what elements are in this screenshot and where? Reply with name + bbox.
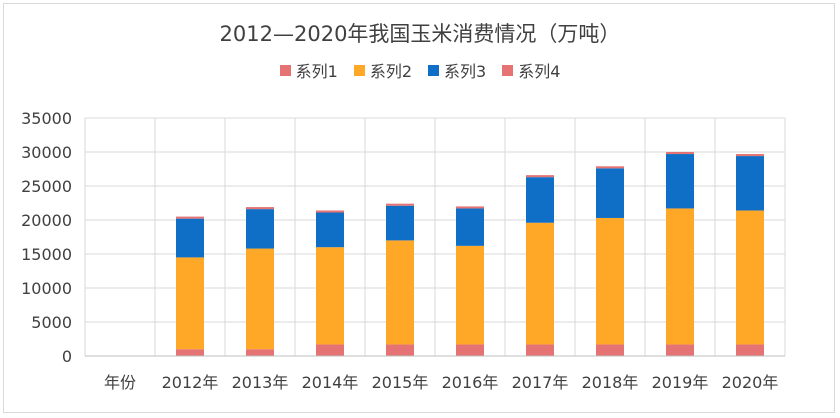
bar-segment [736,156,764,211]
x-tick-label: 年份 [104,373,136,392]
bar-segment [526,177,554,223]
y-tick-label: 30000 [21,143,72,162]
bar-segment [666,154,694,209]
y-tick-label: 25000 [21,177,72,196]
bar-segment [176,349,204,356]
bar-segment [736,344,764,356]
bar-segment [526,344,554,356]
x-tick-label: 2013年 [232,373,289,392]
chart-title: 2012—2020年我国玉米消费情况（万吨） [219,22,621,46]
bar-segment [246,209,274,249]
x-tick-label: 2019年 [652,373,709,392]
y-tick-label: 35000 [21,109,72,128]
y-tick-label: 20000 [21,211,72,230]
bar-segment [596,168,624,218]
bar-cap [736,154,764,157]
legend-swatch [428,64,439,76]
x-tick-label: 2012年 [162,373,219,392]
bar-segment [666,208,694,345]
x-tick-label: 2014年 [302,373,359,392]
bar-cap [316,210,344,213]
chart-frame [3,3,835,413]
bar-cap [176,216,204,219]
bar-segment [246,349,274,356]
legend-item: 系列3 [428,58,486,82]
bar-segment [526,222,554,345]
legend: 系列1 系列2 系列3 系列4 [0,58,840,82]
bar-cap [456,206,484,209]
bar-segment [316,212,344,248]
bar-segment [666,344,694,356]
y-tick-label: 15000 [21,245,72,264]
legend-label: 系列3 [444,62,487,81]
legend-item: 系列1 [279,58,338,82]
bar-segment [176,257,204,350]
x-tick-label: 2020年 [722,373,779,392]
legend-swatch [502,64,514,76]
bar-segment [456,208,484,246]
bar-segment [456,245,484,345]
bar-cap [596,166,624,169]
bar-cap [386,203,414,206]
bar-segment [316,344,344,356]
bar-segment [596,344,624,356]
bar-segment [246,248,274,350]
bar-segment [596,217,624,345]
legend-swatch [353,64,365,76]
bar-cap [526,175,554,178]
legend-label: 系列2 [369,62,412,81]
y-tick-label: 5000 [31,313,72,332]
y-tick-label: 0 [62,347,72,366]
bar-segment [456,344,484,356]
bar-segment [176,218,204,258]
bar-segment [736,210,764,345]
bar-segment [316,247,344,345]
legend-swatch [279,64,291,76]
legend-item: 系列4 [502,58,560,82]
x-tick-label: 2017年 [512,373,569,392]
bar-cap [666,152,694,155]
bar-cap [246,207,274,210]
y-tick-label: 10000 [21,279,72,298]
x-tick-label: 2015年 [372,373,429,392]
x-tick-label: 2016年 [442,373,499,392]
bar-segment [386,344,414,356]
legend-label: 系列4 [518,62,561,81]
legend-label: 系列1 [295,62,338,81]
bar-segment [386,240,414,345]
legend-item: 系列2 [353,58,412,82]
bar-segment [386,205,414,241]
x-tick-label: 2018年 [582,373,639,392]
